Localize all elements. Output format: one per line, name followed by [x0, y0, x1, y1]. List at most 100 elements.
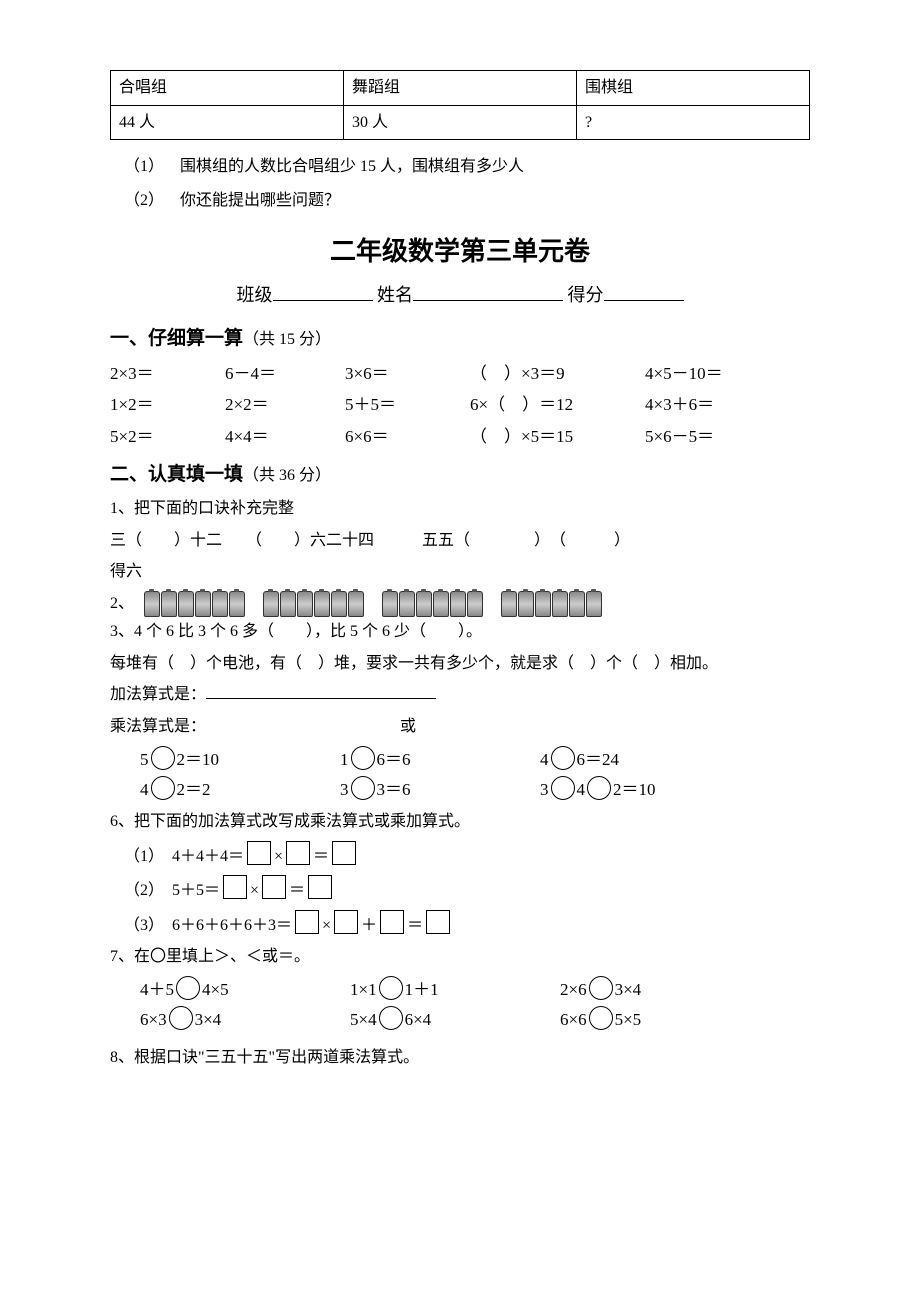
- battery-group: [263, 591, 364, 617]
- eq-cell: 33＝6: [340, 776, 540, 803]
- battery-icon: [569, 591, 585, 617]
- circle-blank: [589, 976, 613, 1000]
- section-1: 一、仔细算一算（共 15 分）: [110, 324, 810, 354]
- battery-groups: [144, 591, 602, 617]
- calc-cell: 2×3＝: [110, 360, 225, 387]
- circle-blank: [379, 1006, 403, 1030]
- intro-q1: （1） 围棋组的人数比合唱组少 15 人，围棋组有多少人: [124, 154, 810, 180]
- box-blank: [286, 841, 310, 865]
- battery-icon: [144, 591, 160, 617]
- battery-icon: [467, 591, 483, 617]
- q3-overlay: 3、4 个 6 比 3 个 6 多（ ），比 5 个 6 少（ ）。: [110, 619, 810, 645]
- q7-block: 4＋54×51×11＋12×63×4 6×33×45×46×46×65×5: [110, 976, 810, 1033]
- calc-cell: 6×6＝: [345, 423, 470, 450]
- q7-lead: 7、在〇里填上＞、＜或＝。: [110, 944, 810, 970]
- cmp-cell: 2×63×4: [560, 976, 790, 1003]
- meta-line: 班级 姓名 得分: [110, 281, 810, 310]
- battery-icon: [212, 591, 228, 617]
- circle-blank: [151, 746, 175, 770]
- circle-blank: [589, 1006, 613, 1030]
- blank-score: [604, 282, 684, 301]
- box-blank: [332, 841, 356, 865]
- q6-lead: 6、把下面的加法算式改写成乘法算式或乘加算式。: [110, 809, 810, 835]
- intro-q2: （2） 你还能提出哪些问题？: [124, 188, 810, 214]
- section-2: 二、认真填一填（共 36 分）: [110, 460, 810, 490]
- battery-icon: [501, 591, 517, 617]
- eq-cell: 52＝10: [140, 746, 340, 773]
- eq-cell: 342＝10: [540, 776, 760, 803]
- box-blank: [308, 875, 332, 899]
- battery-icon: [161, 591, 177, 617]
- battery-icon: [263, 591, 279, 617]
- battery-icon: [382, 591, 398, 617]
- calc-cell: 4×3＋6＝: [645, 391, 714, 418]
- td-choir: 44 人: [111, 105, 344, 140]
- cmp-cell: 5×46×4: [350, 1006, 560, 1033]
- q6-item: （3） 6＋6＋6＋6＋3＝×＋＝: [124, 910, 810, 939]
- battery-icon: [331, 591, 347, 617]
- calc-cell: 4×4＝: [225, 423, 345, 450]
- page-title: 二年级数学第三单元卷: [110, 231, 810, 273]
- battery-group: [144, 591, 245, 617]
- box-blank: [262, 875, 286, 899]
- battery-group: [501, 591, 602, 617]
- calc-cell: 2×2＝: [225, 391, 345, 418]
- cmp-cell: 4＋54×5: [140, 976, 350, 1003]
- battery-icon: [416, 591, 432, 617]
- battery-icon: [348, 591, 364, 617]
- q8: 8、根据口诀"三五十五"写出两道乘法算式。: [110, 1045, 810, 1071]
- circle-blank: [587, 776, 611, 800]
- battery-icon: [450, 591, 466, 617]
- circle-blank: [151, 776, 175, 800]
- intro-table: 合唱组 舞蹈组 围棋组 44 人 30 人 ?: [110, 70, 810, 140]
- calc-cell: 6－4＝: [225, 360, 345, 387]
- eq-cell: 16＝6: [340, 746, 540, 773]
- calc-cell: 1×2＝: [110, 391, 225, 418]
- blank-name: [413, 282, 563, 301]
- battery-icon: [229, 591, 245, 617]
- box-blank: [380, 910, 404, 934]
- circle-blank: [551, 776, 575, 800]
- battery-icon: [297, 591, 313, 617]
- th-dance: 舞蹈组: [344, 71, 577, 106]
- q1-items: 三（ ）十二 （ ）六二十四 五五（ ） （ ）: [110, 528, 810, 554]
- battery-icon: [552, 591, 568, 617]
- cmp-cell: 6×33×4: [140, 1006, 350, 1033]
- blank-class: [273, 282, 373, 301]
- calc-cell: （ ）×3＝9: [470, 360, 645, 387]
- td-go: ?: [577, 105, 810, 140]
- circle-blank: [169, 1006, 193, 1030]
- battery-icon: [280, 591, 296, 617]
- cmp-cell: 1×11＋1: [350, 976, 560, 1003]
- calc-cell: 5＋5＝: [345, 391, 470, 418]
- q2-line: 每堆有（ ）个电池，有（ ）堆，要求一共有多少个，就是求（ ）个（ ）相加。: [110, 651, 810, 677]
- battery-icon: [518, 591, 534, 617]
- td-dance: 30 人: [344, 105, 577, 140]
- cmp-cell: 6×65×5: [560, 1006, 790, 1033]
- calc-block: 2×3＝6－4＝3×6＝（ ）×3＝94×5－10＝1×2＝2×2＝5＋5＝6×…: [110, 360, 810, 450]
- q2-add: 加法算式是：: [110, 682, 810, 708]
- calc-cell: 5×6－5＝: [645, 423, 714, 450]
- calc-cell: 4×5－10＝: [645, 360, 723, 387]
- box-blank: [334, 910, 358, 934]
- box-blank: [295, 910, 319, 934]
- battery-icon: [178, 591, 194, 617]
- calc-cell: （ ）×5＝15: [470, 423, 645, 450]
- eq-cell: 46＝24: [540, 746, 760, 773]
- battery-icon: [195, 591, 211, 617]
- battery-icon: [314, 591, 330, 617]
- circle-blank: [379, 976, 403, 1000]
- th-choir: 合唱组: [111, 71, 344, 106]
- circle-blank: [351, 776, 375, 800]
- calc-cell: 5×2＝: [110, 423, 225, 450]
- circle-blank: [351, 746, 375, 770]
- th-go: 围棋组: [577, 71, 810, 106]
- battery-icon: [586, 591, 602, 617]
- q2-row: 2、: [110, 591, 810, 617]
- calc-cell: 6×（ ）＝12: [470, 391, 645, 418]
- battery-group: [382, 591, 483, 617]
- box-blank: [247, 841, 271, 865]
- q1-lead: 1、把下面的口诀补充完整: [110, 496, 810, 522]
- circle-blank: [176, 976, 200, 1000]
- circle-blank: [551, 746, 575, 770]
